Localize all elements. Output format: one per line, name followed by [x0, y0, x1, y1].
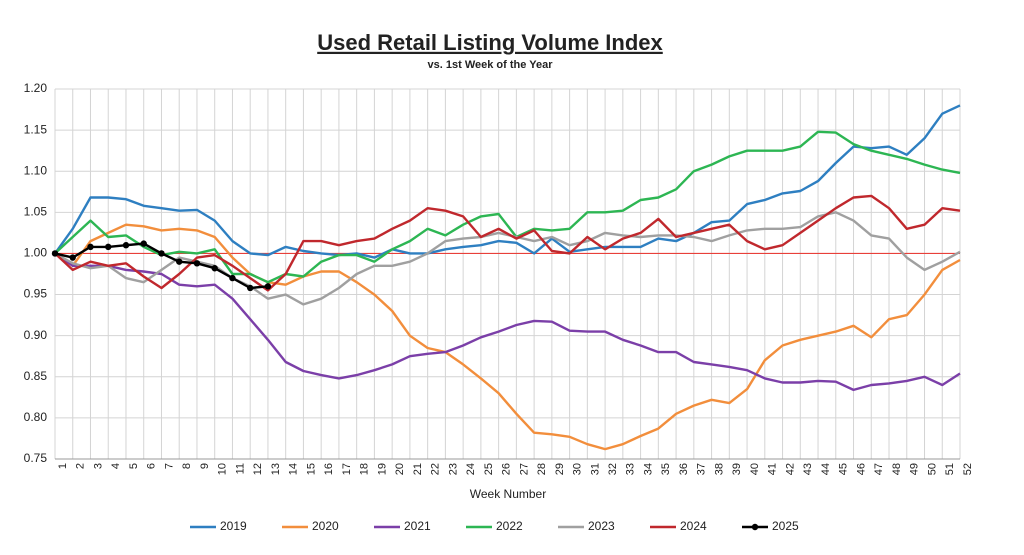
x-axis-title: Week Number	[470, 487, 546, 501]
x-tick-label: 13	[270, 463, 282, 475]
x-tick-label: 18	[359, 463, 371, 475]
x-tick-label: 25	[483, 463, 495, 475]
series-marker	[264, 283, 272, 290]
x-tick-label: 33	[625, 463, 637, 475]
x-tick-label: 27	[518, 463, 530, 475]
x-tick-label: 20	[394, 463, 406, 475]
series-marker	[176, 258, 183, 265]
y-tick-label: 1.20	[24, 81, 48, 95]
x-tick-label: 2	[75, 463, 87, 469]
y-tick-label: 0.90	[24, 328, 48, 342]
x-tick-label: 29	[554, 463, 566, 475]
y-tick-label: 1.05	[24, 205, 48, 219]
x-tick-label: 30	[572, 463, 584, 475]
x-tick-label: 12	[252, 463, 264, 475]
series-marker	[69, 254, 76, 261]
x-tick-label: 7	[163, 463, 175, 469]
x-tick-label: 39	[731, 463, 743, 475]
x-tick-label: 48	[891, 463, 903, 475]
x-tick-label: 31	[589, 463, 601, 475]
x-tick-label: 6	[146, 463, 158, 469]
x-tick-label: 28	[536, 463, 548, 475]
x-tick-label: 16	[323, 463, 335, 475]
x-tick-label: 5	[128, 463, 140, 469]
x-tick-label: 11	[234, 463, 246, 474]
series-marker	[122, 242, 130, 249]
x-tick-label: 47	[873, 463, 885, 475]
series-marker	[105, 243, 112, 251]
series-marker	[51, 250, 59, 257]
x-tick-label: 22	[430, 463, 442, 475]
y-tick-label: 0.80	[24, 410, 48, 424]
y-tick-label: 0.75	[24, 451, 48, 465]
y-tick-label: 0.85	[24, 369, 48, 383]
x-tick-label: 49	[909, 463, 921, 475]
x-tick-label: 1	[57, 463, 69, 469]
series-line	[54, 194, 961, 292]
x-tick-label: 52	[962, 463, 974, 475]
x-tick-label: 10	[217, 463, 229, 475]
series-line	[54, 223, 961, 451]
series-marker	[229, 274, 236, 282]
x-tick-label: 44	[820, 463, 832, 475]
x-tick-label: 34	[642, 463, 654, 475]
x-tick-label: 24	[465, 463, 477, 475]
x-tick-label: 23	[447, 463, 459, 475]
x-tick-label: 9	[199, 463, 211, 469]
x-tick-label: 40	[749, 463, 761, 475]
x-tick-label: 32	[607, 463, 619, 475]
chart-subtitle: vs. 1st Week of the Year	[428, 59, 554, 71]
y-tick-label: 1.10	[24, 163, 48, 177]
x-tick-label: 38	[713, 463, 725, 475]
series-line	[54, 252, 961, 392]
x-tick-label: 37	[696, 463, 708, 475]
series-marker	[193, 260, 201, 267]
y-tick-label: 1.00	[24, 246, 48, 260]
x-tick-label: 8	[181, 463, 193, 469]
x-tick-label: 3	[92, 463, 104, 469]
x-tick-label: 41	[767, 463, 779, 475]
x-tick-label: 15	[305, 463, 317, 475]
x-tick-label: 46	[855, 463, 867, 475]
x-tick-label: 35	[660, 463, 672, 475]
legend-label: 2021	[404, 519, 431, 533]
x-tick-label: 21	[412, 463, 424, 475]
x-tick-label: 50	[926, 463, 938, 475]
legend-label: 2024	[680, 519, 707, 533]
series-marker	[140, 240, 147, 247]
chart-title: Used Retail Listing Volume Index	[317, 30, 663, 55]
y-tick-label: 0.95	[24, 287, 48, 301]
series-line	[54, 104, 961, 259]
legend-label: 2022	[496, 519, 523, 533]
x-tick-label: 14	[288, 463, 300, 475]
x-tick-label: 42	[784, 463, 796, 475]
x-tick-label: 26	[501, 463, 513, 475]
series-marker	[158, 250, 165, 257]
x-tick-label: 4	[110, 463, 122, 469]
x-tick-label: 51	[944, 463, 956, 475]
x-tick-label: 43	[802, 463, 814, 475]
x-tick-label: 45	[838, 463, 850, 475]
series-marker	[87, 243, 94, 251]
x-tick-label: 36	[678, 463, 690, 475]
legend-label: 2019	[220, 519, 247, 533]
series-line	[54, 130, 961, 284]
legend-marker	[751, 523, 759, 531]
series-marker	[246, 284, 254, 292]
x-tick-label: 19	[376, 463, 388, 475]
y-tick-label: 1.15	[24, 122, 48, 136]
legend-label: 2020	[312, 519, 339, 533]
legend-label: 2025	[772, 519, 799, 533]
x-tick-label: 17	[341, 463, 353, 475]
series-marker	[211, 265, 218, 272]
legend-label: 2023	[588, 519, 615, 533]
